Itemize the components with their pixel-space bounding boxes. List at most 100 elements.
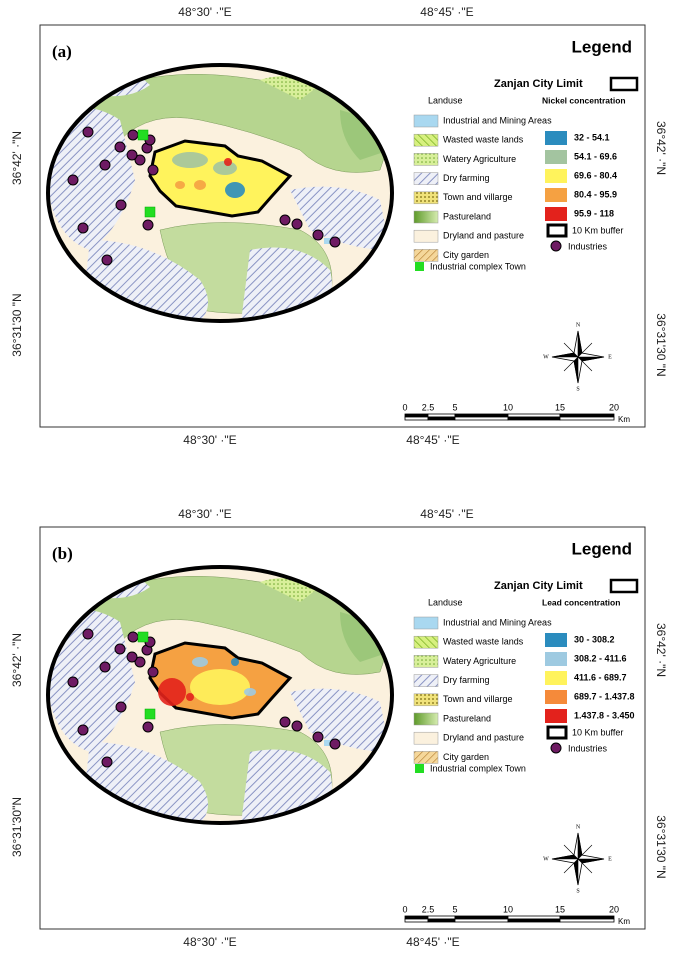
scale-segment [427,416,456,421]
scale-tick: 5 [452,904,457,914]
pasture-area [340,110,390,160]
landuse-label: Watery Agriculture [443,656,516,666]
landuse-label: Dryland and pasture [443,733,524,743]
concentration-zone [231,658,239,666]
industry-swatch [550,240,562,252]
scale-tick: 2.5 [422,402,435,412]
landuse-label: Dryland and pasture [443,231,524,241]
compass-letter: S [576,386,579,392]
scale-segment [454,413,509,418]
concentration-zone [172,152,208,168]
concentration-zone [175,181,185,189]
top-coordinate: 48°45' ·"E [420,507,473,521]
top-coordinate: 48°45' ·"E [420,5,473,19]
concentration-title: Nickel concentration [542,95,626,105]
scale-segment [454,416,509,421]
concentration-zone [190,669,250,705]
compass-letter: N [576,322,581,328]
industrial-complex [144,708,156,720]
landuse-swatch [413,249,439,262]
class-label: 54.1 - 69.6 [574,151,617,161]
concentration-zone [244,688,256,696]
compass-letter: W [543,856,549,862]
dry-farming-area [50,608,135,752]
landuse-label: Town and villarge [443,192,513,202]
class-label: 80.4 - 95.9 [574,189,617,199]
industry [67,174,79,186]
compass-rose [551,330,605,384]
left-coordinate: 36°31'30 "N [10,293,24,356]
compass-letter: W [543,354,549,360]
right-coordinate: 36°42' ·"N [654,121,668,175]
map-panel: 48°30' ·"E 48°45' ·"E 48°30' ·"E 48°45' ·"E… [10,5,668,447]
dry-farming-area [290,688,390,752]
landuse-swatch [413,712,439,726]
class-label: 411.6 - 689.7 [574,672,627,682]
class-swatch [545,633,567,647]
industry [82,628,94,640]
industries-label: Industries [568,241,608,251]
buffer-swatch [546,725,568,740]
legend-title: Legend [572,539,632,558]
concentration-zone [186,693,194,701]
industry [67,676,79,688]
class-swatch [545,131,567,145]
scale-tick: 2.5 [422,904,435,914]
class-swatch [545,690,567,704]
industry [329,738,341,750]
scale-tick: 10 [503,402,513,412]
industry [312,229,324,241]
industry [291,218,303,230]
industry [147,164,159,176]
concentration-title: Lead concentration [542,597,620,607]
compass-letter: N [576,824,581,830]
industry [127,129,139,141]
class-label: 30 - 308.2 [574,634,615,644]
bottom-coordinate: 48°30' ·"E [183,935,236,949]
scale-tick: 10 [503,904,513,914]
industry [126,149,138,161]
buffer-limit [46,565,394,825]
landuse-label: Wasted waste lands [443,135,524,145]
compass-letter: S [576,888,579,894]
class-label: 1.437.8 - 3.450 [574,710,635,720]
legend-city-limit: Zanjan City Limit [494,580,583,592]
industry [114,141,126,153]
concentration-zone [158,678,186,706]
scale-tick: 20 [609,402,619,412]
industry [99,661,111,673]
scale-segment [404,915,429,920]
complex-swatch [415,262,424,271]
industrial-complex [137,631,149,643]
compass-rose [551,832,605,886]
class-label: 69.6 - 80.4 [574,170,617,180]
legend-city-limit: Zanjan City Limit [494,78,583,90]
industry [77,724,89,736]
class-swatch [545,188,567,202]
scale-tick: 15 [555,402,565,412]
landuse-swatch [413,191,439,205]
concentration-zone [224,158,232,166]
complex-swatch [415,764,424,773]
compass-letter: E [608,354,612,360]
industry [127,631,139,643]
class-swatch [545,207,567,221]
landuse-label: Pastureland [443,211,491,221]
industry [329,236,341,248]
top-coordinate: 48°30' ·"E [178,507,231,521]
concentration-zone [194,180,206,190]
left-coordinate: 36°42' ·"N [10,131,24,185]
concentration-zone [192,657,208,667]
landuse-swatch [413,153,439,166]
industry [279,214,291,226]
class-swatch [545,150,567,164]
landuse-label: City garden [443,752,489,762]
scale-segment [427,413,456,418]
scale-segment [507,915,561,920]
landuse-swatch [413,133,439,147]
right-coordinate: 36°31'30 "N [654,815,668,878]
landuse-swatch [413,229,439,243]
concentration-zone [225,182,245,198]
scale-tick: 5 [452,402,457,412]
